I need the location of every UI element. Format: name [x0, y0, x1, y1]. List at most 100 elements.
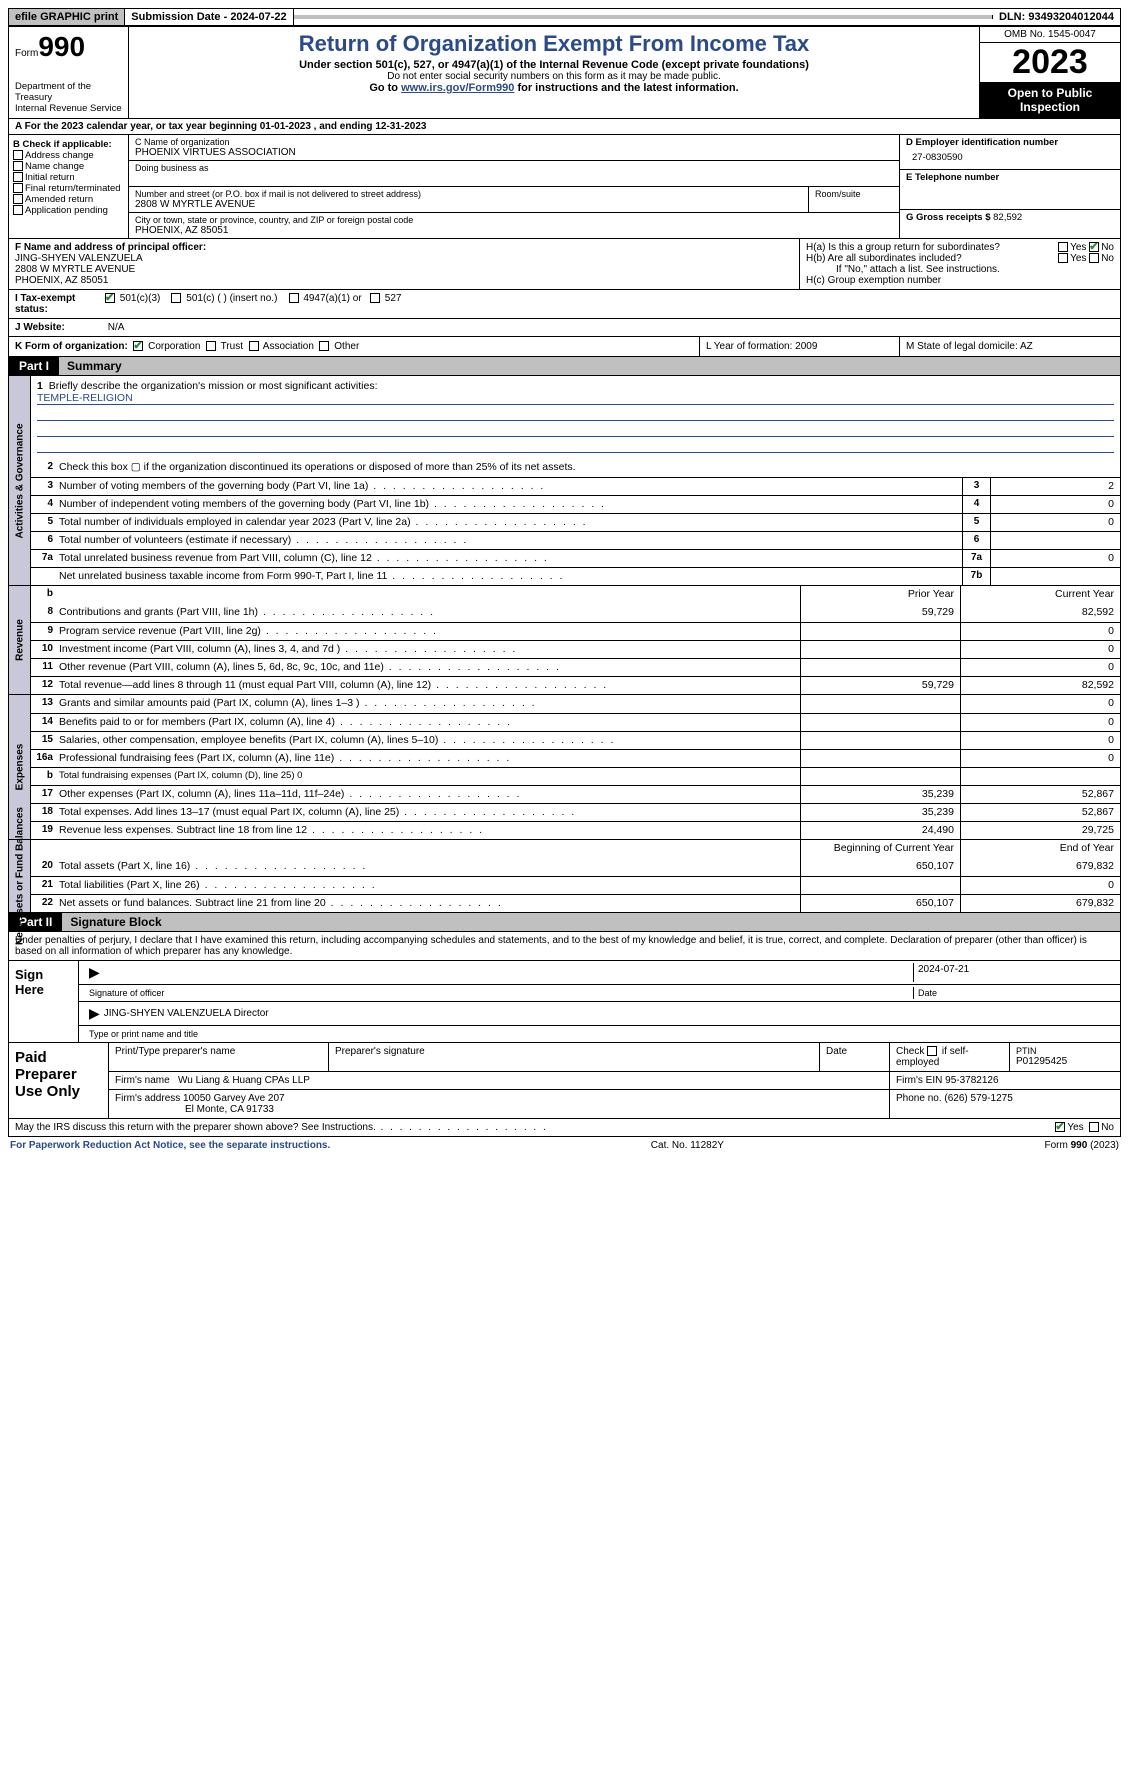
- col-b-checkboxes: B Check if applicable: Address change Na…: [9, 135, 129, 238]
- chk-527[interactable]: [370, 293, 380, 303]
- line-19: 19Revenue less expenses. Subtract line 1…: [31, 821, 1120, 839]
- mission-block: 1 Briefly describe the organization's mi…: [31, 376, 1120, 459]
- addr-row: Number and street (or P.O. box if mail i…: [129, 187, 899, 213]
- col-f-officer: F Name and address of principal officer:…: [9, 239, 800, 289]
- gov-line-2: 2Check this box ▢ if the organization di…: [31, 459, 1120, 477]
- street-value: 2808 W MYRTLE AVENUE: [135, 199, 802, 210]
- form-prefix: Form: [15, 48, 38, 59]
- chk-corp[interactable]: [133, 341, 143, 351]
- hb-row: H(b) Are all subordinates included? Yes …: [806, 253, 1114, 264]
- block-fh: F Name and address of principal officer:…: [8, 239, 1121, 290]
- sig-line1-labels: Signature of officer Date: [79, 985, 1120, 1002]
- org-name-label: C Name of organization: [135, 137, 893, 147]
- net-body: Beginning of Current Year End of Year 20…: [31, 840, 1120, 912]
- ein-cell: D Employer identification number 27-0830…: [900, 135, 1120, 170]
- part2-header-row: Part II Signature Block: [8, 913, 1121, 932]
- dba-value: [135, 173, 893, 184]
- sig-intro: Under penalties of perjury, I declare th…: [9, 932, 1120, 961]
- sig-line1: 2024-07-21: [79, 961, 1120, 985]
- ha-no-chk[interactable]: [1089, 242, 1099, 252]
- mission-a: TEMPLE-RELIGION: [37, 392, 1114, 405]
- prep-right: Print/Type preparer's name Preparer's si…: [109, 1043, 1120, 1118]
- sig-officer-field[interactable]: [85, 963, 914, 982]
- sig-officer-label: Signature of officer: [85, 987, 914, 999]
- line-15: 15Salaries, other compensation, employee…: [31, 731, 1120, 749]
- firm-ein: Firm's EIN 95-3782126: [890, 1072, 1120, 1089]
- chk-address-change[interactable]: Address change: [13, 150, 124, 161]
- firm-name: Firm's name Wu Liang & Huang CPAs LLP: [109, 1072, 890, 1089]
- officer-addr2: PHOENIX, AZ 85051: [15, 275, 793, 286]
- mission-line2: [37, 407, 1114, 421]
- header-sub2: Do not enter social security numbers on …: [135, 71, 973, 82]
- chk-self-employed[interactable]: [927, 1046, 937, 1056]
- prep-row2: Firm's name Wu Liang & Huang CPAs LLP Fi…: [109, 1072, 1120, 1090]
- line-12: 12Total revenue—add lines 8 through 11 (…: [31, 676, 1120, 694]
- rev-hdr-num: b: [31, 586, 55, 604]
- top-bar: efile GRAPHIC print Submission Date - 20…: [8, 8, 1121, 26]
- gov-body: 1 Briefly describe the organization's mi…: [31, 376, 1120, 585]
- cat-no: Cat. No. 11282Y: [330, 1140, 1044, 1151]
- line-11: 11Other revenue (Part VIII, column (A), …: [31, 658, 1120, 676]
- gov-line-7a: 7aTotal unrelated business revenue from …: [31, 549, 1120, 567]
- officer-addr1: 2808 W MYRTLE AVENUE: [15, 264, 793, 275]
- irs-link[interactable]: www.irs.gov/Form990: [401, 82, 514, 94]
- efile-print-button[interactable]: efile GRAPHIC print: [9, 9, 125, 25]
- line-13: 13Grants and similar amounts paid (Part …: [31, 695, 1120, 713]
- section-netassets: Net Assets or Fund Balances Beginning of…: [8, 840, 1121, 913]
- discuss-no-chk[interactable]: [1089, 1122, 1099, 1132]
- mission-q: Briefly describe the organization's miss…: [49, 380, 378, 392]
- chk-trust[interactable]: [206, 341, 216, 351]
- footer: For Paperwork Reduction Act Notice, see …: [8, 1137, 1121, 1154]
- line-17: 17Other expenses (Part IX, column (A), l…: [31, 785, 1120, 803]
- sign-here-label: Sign Here: [9, 961, 79, 1042]
- firm-addr: Firm's address 10050 Garvey Ave 207 El M…: [109, 1090, 890, 1118]
- line-18: 18Total expenses. Add lines 13–17 (must …: [31, 803, 1120, 821]
- gov-line-6: 6Total number of volunteers (estimate if…: [31, 531, 1120, 549]
- sig-row: Sign Here 2024-07-21 Signature of office…: [9, 961, 1120, 1042]
- line-16a: 16aProfessional fundraising fees (Part I…: [31, 749, 1120, 767]
- sig-date-label: Date: [914, 987, 1114, 999]
- ha-yes-chk[interactable]: [1058, 242, 1068, 252]
- sig-line2: JING-SHYEN VALENZUELA Director: [79, 1002, 1120, 1026]
- paid-preparer-block: Paid Preparer Use Only Print/Type prepar…: [8, 1043, 1121, 1119]
- col-c: C Name of organization PHOENIX VIRTUES A…: [129, 135, 900, 238]
- header-center: Return of Organization Exempt From Incom…: [129, 27, 980, 118]
- chk-amended-return[interactable]: Amended return: [13, 194, 124, 205]
- chk-initial-return[interactable]: Initial return: [13, 172, 124, 183]
- org-name-cell: C Name of organization PHOENIX VIRTUES A…: [129, 135, 899, 161]
- city-value: PHOENIX, AZ 85051: [135, 225, 893, 236]
- chk-assoc[interactable]: [249, 341, 259, 351]
- vtab-revenue: Revenue: [9, 586, 31, 694]
- ein-value: 27-0830590: [906, 148, 1114, 167]
- section-revenue: Revenue b Prior Year Current Year 8Contr…: [8, 586, 1121, 695]
- form-number: Form990: [15, 31, 122, 63]
- chk-501c3[interactable]: [105, 293, 115, 303]
- discuss-q: May the IRS discuss this return with the…: [15, 1122, 1055, 1133]
- chk-final-return[interactable]: Final return/terminated: [13, 183, 124, 194]
- chk-other[interactable]: [319, 341, 329, 351]
- dln: DLN: 93493204012044: [993, 9, 1120, 25]
- end-year-hdr: End of Year: [960, 840, 1120, 858]
- website-value: N/A: [108, 322, 125, 333]
- tax-exempt-opts: 501(c)(3) 501(c) ( ) (insert no.) 4947(a…: [105, 293, 1114, 315]
- section-expenses: Expenses 13Grants and similar amounts pa…: [8, 695, 1121, 840]
- discuss-row: May the IRS discuss this return with the…: [8, 1119, 1121, 1137]
- row-l: L Year of formation: 2009: [700, 337, 900, 356]
- topbar-spacer: [294, 15, 993, 19]
- chk-application-pending[interactable]: Application pending: [13, 205, 124, 216]
- chk-501c[interactable]: [171, 293, 181, 303]
- hb-no-chk[interactable]: [1089, 253, 1099, 263]
- chk-name-change[interactable]: Name change: [13, 161, 124, 172]
- current-year-hdr: Current Year: [960, 586, 1120, 604]
- sig-name-title: JING-SHYEN VALENZUELA Director: [85, 1004, 1114, 1023]
- exp-body: 13Grants and similar amounts paid (Part …: [31, 695, 1120, 839]
- block-bcd: B Check if applicable: Address change Na…: [8, 135, 1121, 239]
- discuss-yes-chk[interactable]: [1055, 1122, 1065, 1132]
- part1-hdr: Part I: [9, 357, 59, 375]
- chk-4947[interactable]: [289, 293, 299, 303]
- hb-label: H(b) Are all subordinates included?: [806, 253, 962, 264]
- hb-yesno: Yes No: [1058, 253, 1114, 264]
- ein-label: D Employer identification number: [906, 137, 1114, 148]
- hb-yes-chk[interactable]: [1058, 253, 1068, 263]
- net-hdr: Beginning of Current Year End of Year: [31, 840, 1120, 858]
